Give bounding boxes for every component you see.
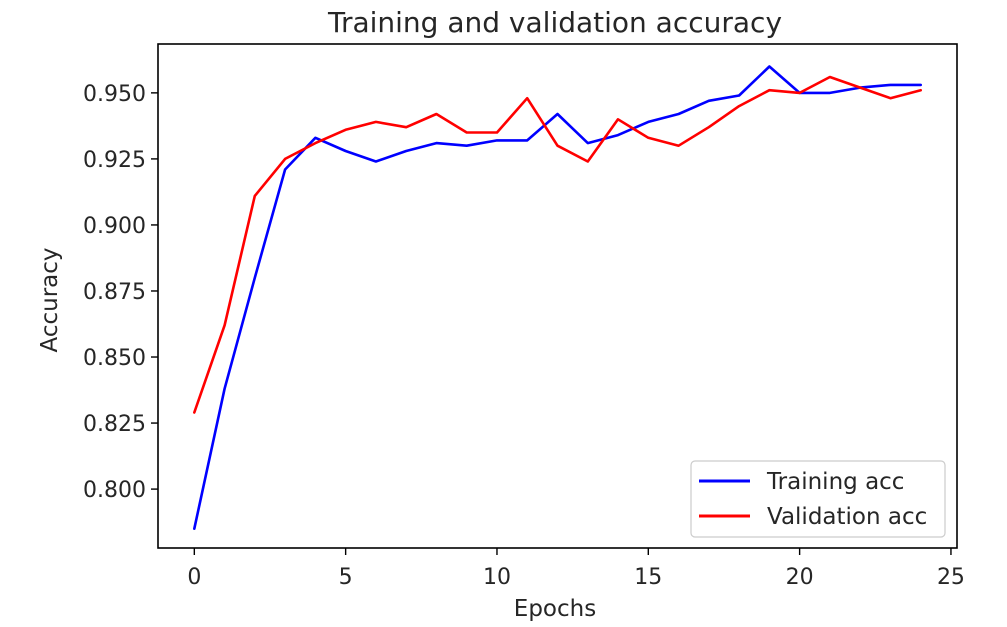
plot-frame (157, 43, 958, 549)
legend-box (690, 460, 946, 538)
x-axis-label: Epochs (514, 596, 596, 622)
y-tick-label: 0.925 (83, 148, 146, 173)
y-tick-label: 0.950 (83, 82, 146, 107)
plot-lines (193, 65, 923, 531)
y-tick-label: 0.850 (83, 346, 146, 371)
legend-label-validation-acc: Validation acc (767, 504, 927, 530)
chart-title: Training and validation accuracy (327, 6, 782, 39)
x-axis-ticks: 0 5 10 15 20 25 (187, 548, 965, 590)
x-tick-label: 25 (937, 565, 965, 590)
x-tick-label: 0 (187, 565, 201, 590)
x-tick-label: 10 (483, 565, 511, 590)
legend: Training acc Validation acc (690, 460, 946, 538)
y-tick-label: 0.875 (83, 280, 146, 305)
x-tick-label: 5 (339, 565, 353, 590)
y-tick-label: 0.900 (83, 214, 146, 239)
series-line-training-acc (193, 65, 923, 531)
y-axis-ticks: 0.800 0.825 0.850 0.875 0.900 0.925 0.950 (83, 82, 158, 503)
y-tick-label: 0.825 (83, 412, 146, 437)
y-tick-label: 0.800 (83, 478, 146, 503)
x-tick-label: 15 (634, 565, 662, 590)
x-tick-label: 20 (786, 565, 814, 590)
legend-label-training-acc: Training acc (766, 469, 904, 495)
series-line-validation-acc (193, 75, 923, 414)
y-axis-label: Accuracy (37, 247, 63, 352)
